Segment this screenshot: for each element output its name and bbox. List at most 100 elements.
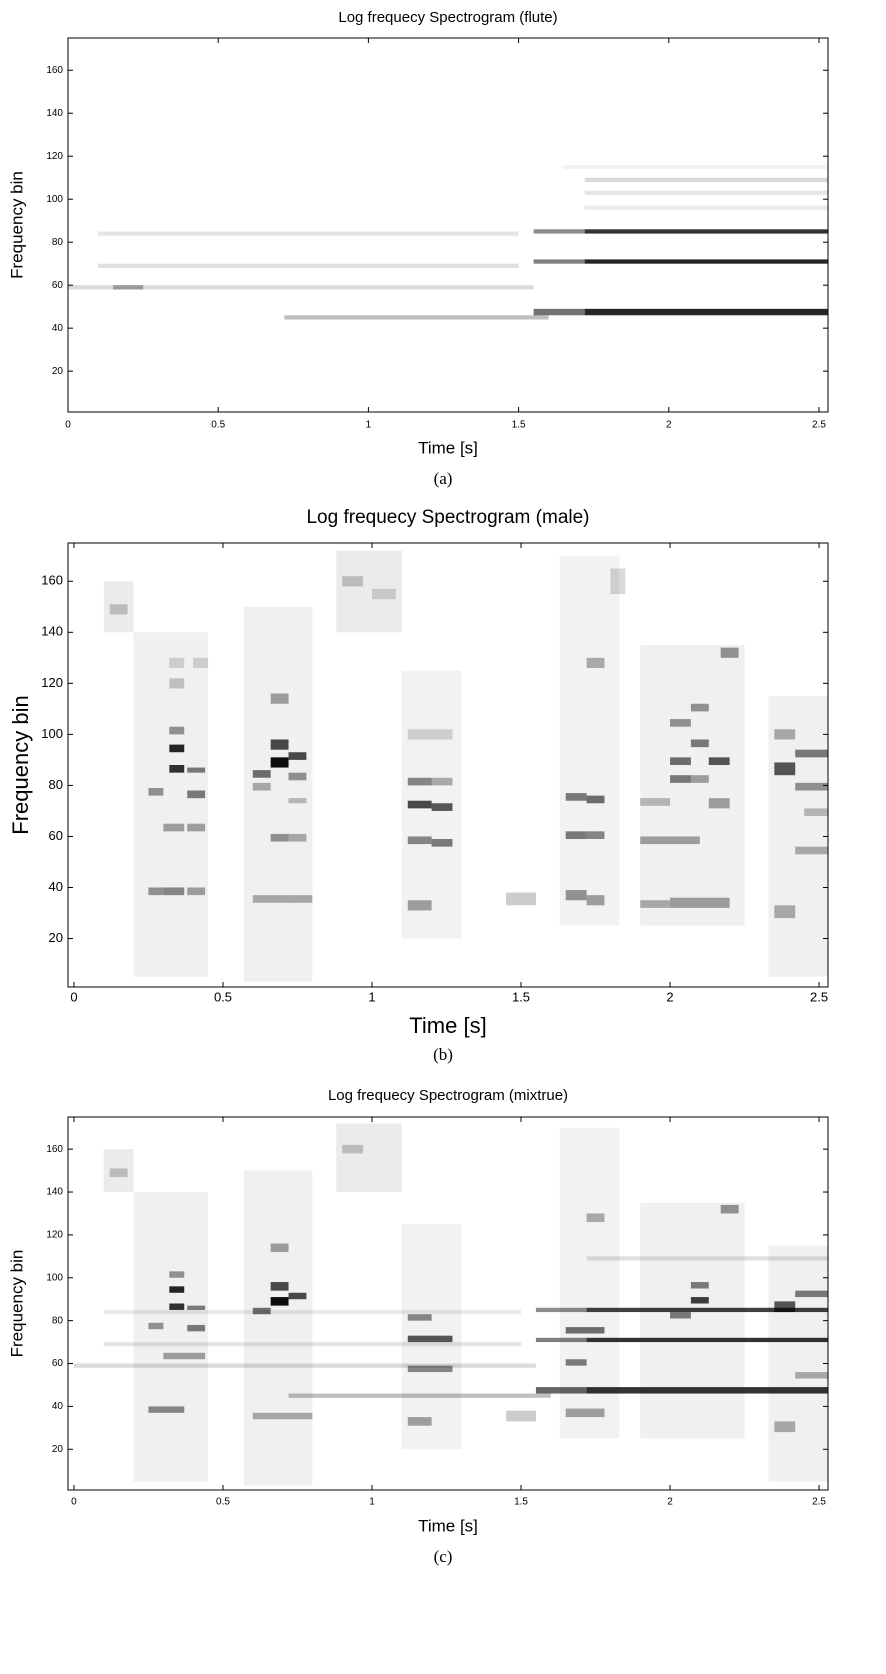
y-tick-label: 20 <box>52 366 64 377</box>
spectrogram-cell <box>536 1338 587 1342</box>
spectrogram-cell <box>670 1312 691 1318</box>
spectrogram-cell <box>289 752 307 760</box>
y-tick-label: 120 <box>41 675 63 690</box>
y-tick-label: 140 <box>46 108 63 119</box>
spectrogram-cell <box>774 1301 795 1312</box>
spectrogram-cell <box>74 1364 536 1368</box>
spectrogram-cell <box>169 727 184 735</box>
y-axis-label: Frequency bin <box>8 695 33 834</box>
spectrogram-cell <box>795 783 828 791</box>
spectrogram-cell <box>169 1304 184 1310</box>
x-tick-label: 1 <box>368 989 375 1004</box>
y-tick-label: 100 <box>46 194 63 205</box>
x-tick-label: 2 <box>666 420 672 431</box>
spectrogram-cell <box>104 1310 521 1314</box>
spectrogram-cell <box>271 1243 289 1252</box>
spectrogram-cell <box>169 678 184 688</box>
chart-title: Log frequecy Spectrogram (flute) <box>338 9 557 26</box>
x-tick-label: 0 <box>71 1497 77 1508</box>
spectrogram-cell <box>408 900 432 910</box>
spectrogram-cell <box>134 1192 209 1481</box>
plot-frame <box>67 37 829 413</box>
spectrogram-cell <box>193 658 208 668</box>
spectrogram-cell <box>104 581 134 632</box>
x-axis-label: Time [s] <box>409 1013 486 1038</box>
spectrogram-cell <box>640 645 744 926</box>
caption: (b) <box>433 1045 453 1064</box>
plot-area <box>68 165 828 320</box>
spectrogram-cell <box>408 1417 432 1426</box>
spectrogram-cell <box>163 887 184 895</box>
spectrogram-cell <box>148 1323 163 1329</box>
spectrogram-cell <box>271 757 289 767</box>
y-tick-label: 100 <box>46 1272 63 1283</box>
spectrogram-cell <box>134 632 209 976</box>
y-tick-label: 120 <box>46 1230 63 1241</box>
plot-area <box>74 1123 828 1485</box>
spectrogram-cell <box>148 1406 184 1412</box>
spectrogram-cell <box>564 165 828 169</box>
spectrogram-cell <box>271 1282 289 1291</box>
spectrogram-cell <box>253 783 271 791</box>
spectrogram-cell <box>408 729 453 739</box>
spectrogram-cell <box>98 231 519 235</box>
spectrogram-cell <box>670 775 691 783</box>
y-tick-label: 160 <box>41 573 63 588</box>
spectrogram-cell <box>289 798 307 803</box>
spectrogram-cell <box>670 757 691 765</box>
y-tick-label: 160 <box>46 65 63 76</box>
spectrogram-cell <box>587 1387 828 1393</box>
x-tick-label: 1.5 <box>514 1497 528 1508</box>
chart-panel: Log frequecy Spectrogram (flute) 0 0.5 1 1.5… <box>7 9 829 488</box>
x-tick-label: 2.5 <box>812 1497 826 1508</box>
x-tick-label: 2 <box>666 989 673 1004</box>
spectrogram-cell <box>795 847 828 855</box>
spectrogram-cell <box>585 259 828 263</box>
spectrogram-cell <box>536 1387 587 1393</box>
spectrogram-cell <box>795 1291 828 1297</box>
x-tick-label: 2.5 <box>810 989 828 1004</box>
spectrogram-cell <box>432 778 453 786</box>
spectrogram-cell <box>795 1372 828 1378</box>
spectrogram-cell <box>804 808 828 816</box>
spectrogram-cell <box>244 1171 313 1486</box>
y-axis-label: Frequency bin <box>7 171 26 279</box>
y-tick-label: 80 <box>52 237 64 248</box>
spectrogram-cell <box>560 556 620 926</box>
spectrogram-cell <box>795 750 828 758</box>
spectrogram-cell <box>506 1411 536 1422</box>
spectrogram-cell <box>187 1325 205 1331</box>
spectrogram-cell <box>187 887 205 895</box>
plot-frame <box>67 1116 829 1491</box>
spectrogram-cell <box>506 893 536 906</box>
x-tick-label: 0 <box>65 420 71 431</box>
spectrogram-cell <box>768 696 828 977</box>
x-tick-label: 0 <box>70 989 77 1004</box>
chart-panel: Log frequecy Spectrogram (mixtrue) 0 0.5 1 1… <box>7 1087 829 1566</box>
x-tick-label: 1.5 <box>512 989 530 1004</box>
x-tick-label: 1 <box>369 1497 375 1508</box>
spectrogram-cell <box>187 768 205 773</box>
spectrogram-cell <box>244 607 313 982</box>
x-tick-label: 1 <box>366 420 372 431</box>
spectrogram-cell <box>253 1413 313 1419</box>
spectrogram-cell <box>98 264 519 268</box>
y-tick-label: 40 <box>52 323 64 334</box>
spectrogram-cell <box>336 551 402 633</box>
spectrogram-cell <box>691 1297 709 1303</box>
spectrogram-cell <box>774 1421 795 1432</box>
spectrogram-cell <box>585 309 828 315</box>
chart-title: Log frequecy Spectrogram (mixtrue) <box>328 1087 568 1104</box>
spectrogram-cell <box>113 285 143 289</box>
spectrogram-cell <box>342 1145 363 1154</box>
spectrogram-cell <box>169 1271 184 1277</box>
spectrogram-cell <box>721 1205 739 1214</box>
x-tick-label: 2 <box>667 1497 673 1508</box>
spectrogram-cell <box>187 1306 205 1310</box>
x-axis-label: Time [s] <box>418 1516 478 1535</box>
y-tick-label: 60 <box>49 828 63 843</box>
spectrogram-cell <box>768 1246 828 1482</box>
spectrogram-cell <box>566 1359 587 1365</box>
spectrogram-cell <box>534 229 585 233</box>
